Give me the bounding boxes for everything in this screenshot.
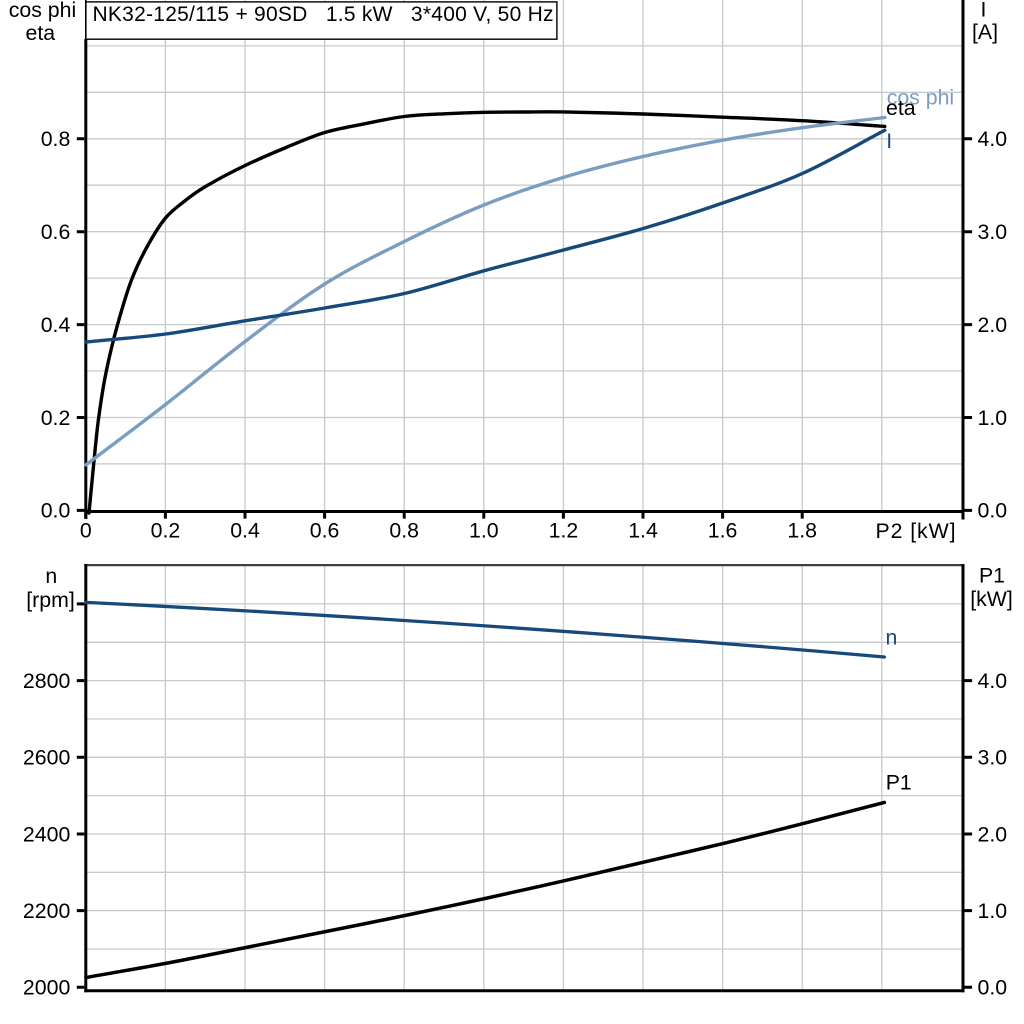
svg-text:NK32-125/115 + 90SD 1.5 kW: NK32-125/115 + 90SD 1.5 kW 3*400 V, 50 H… [93, 3, 554, 26]
svg-text:eta: eta [25, 21, 55, 45]
svg-text:1.8: 1.8 [787, 519, 817, 543]
svg-text:P1: P1 [886, 770, 912, 794]
svg-text:P1: P1 [979, 564, 1005, 588]
svg-text:1.4: 1.4 [628, 519, 658, 543]
svg-text:[rpm]: [rpm] [26, 588, 75, 612]
svg-text:0: 0 [80, 519, 92, 543]
svg-text:2800: 2800 [23, 669, 71, 693]
svg-text:1.0: 1.0 [978, 899, 1008, 923]
svg-text:1.0: 1.0 [469, 519, 499, 543]
svg-text:[kW]: [kW] [970, 587, 1013, 611]
svg-text:n: n [886, 626, 898, 650]
svg-text:2200: 2200 [23, 899, 71, 923]
svg-text:2600: 2600 [23, 746, 71, 770]
svg-text:0.4: 0.4 [41, 313, 71, 337]
svg-text:2.0: 2.0 [978, 822, 1008, 846]
svg-text:0.8: 0.8 [389, 519, 419, 543]
svg-text:eta: eta [886, 96, 916, 120]
svg-text:cos phi: cos phi [9, 0, 76, 22]
svg-text:1.6: 1.6 [708, 519, 738, 543]
svg-text:2.0: 2.0 [978, 313, 1008, 337]
svg-text:0.0: 0.0 [41, 499, 71, 523]
svg-text:4.0: 4.0 [978, 127, 1008, 151]
svg-text:0.4: 0.4 [230, 519, 260, 543]
svg-text:I: I [981, 0, 987, 22]
svg-text:n: n [45, 564, 57, 588]
svg-text:0.2: 0.2 [41, 406, 71, 430]
svg-text:0.6: 0.6 [310, 519, 340, 543]
svg-text:0.0: 0.0 [978, 976, 1008, 1000]
svg-text:0.6: 0.6 [41, 220, 71, 244]
svg-text:3.0: 3.0 [978, 746, 1008, 770]
svg-text:P2 [kW]: P2 [kW] [876, 519, 956, 543]
svg-text:0.8: 0.8 [41, 127, 71, 151]
svg-text:1.2: 1.2 [549, 519, 579, 543]
svg-text:0.0: 0.0 [978, 499, 1008, 523]
svg-text:3.0: 3.0 [978, 220, 1008, 244]
svg-text:I: I [886, 129, 892, 153]
svg-text:[A]: [A] [972, 20, 998, 44]
svg-text:0.2: 0.2 [151, 519, 181, 543]
svg-text:1.0: 1.0 [978, 406, 1008, 430]
svg-text:2000: 2000 [23, 976, 71, 1000]
svg-text:4.0: 4.0 [978, 669, 1008, 693]
svg-text:cos phi: cos phi [887, 86, 954, 110]
svg-text:2400: 2400 [23, 822, 71, 846]
